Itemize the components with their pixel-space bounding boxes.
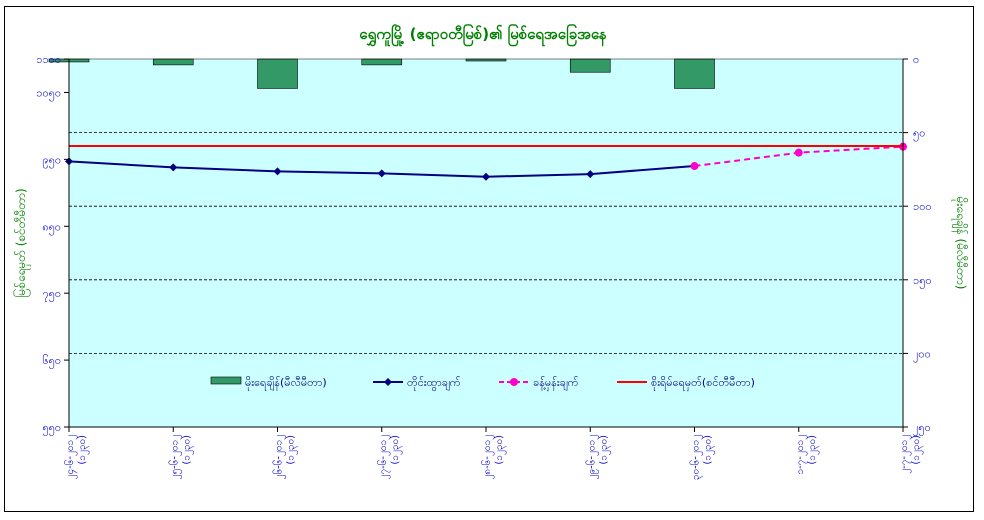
rainfall-bar bbox=[569, 58, 611, 73]
observed-point bbox=[482, 172, 490, 181]
x-tick-label-date: ၂၄-၆-၂၀၁၂ bbox=[63, 435, 78, 480]
series-lines bbox=[65, 142, 907, 181]
x-tick-label-group: ၂၈-၆-၂၀၁၂ (၁၂၃၀) bbox=[480, 435, 507, 480]
x-tick-label-group: ၂၄-၆-၂၀၁၂ (၁၂၃၀) bbox=[63, 435, 90, 480]
x-tick-label-date: ၂၈-၆-၂၀၁၂ bbox=[480, 435, 495, 480]
y-left-tick-label: ၆၅၀ bbox=[42, 354, 61, 369]
legend-marker-forecast bbox=[510, 378, 518, 386]
rainfall-bar bbox=[361, 58, 403, 66]
chart-svg: ရွှေကူမြို့ (ဧရာဝတီမြစ်)၏ မြစ်ရေအခြေအနေ … bbox=[12, 23, 969, 480]
rainfall-bar bbox=[257, 58, 298, 89]
x-tick-label-group: ၂၉-၆-၂၀၁၂ (၁၂၃၀) bbox=[584, 435, 611, 480]
axes: ၅၅၀ ၆၅၀ ၇၅၀ ၈၅၀ ၉၅၀ ၁၀၅၀ ၁၁၀၀ ၀၅၀၁၀၀၁၅၀၂၀၀၂၅၀၂၄… bbox=[36, 53, 931, 480]
legend-label: တိုင်းထွာချက် bbox=[407, 376, 461, 391]
y-left-tick-label: ၅၅၀ bbox=[42, 421, 61, 436]
observed-point bbox=[377, 169, 386, 178]
x-tick-label-group: ၃၀-၆-၂၀၁၂ (၁၂၃၀) bbox=[689, 435, 716, 480]
y-right-tick-label: ၅၀ bbox=[913, 127, 925, 142]
y-axis-right-label: မိုးရေချိန် (မီလီမီတာ) bbox=[951, 197, 969, 290]
x-tick-label-time: (၁၂၃၀) bbox=[494, 435, 507, 465]
y-right-tick-label: ၁၅၀ bbox=[913, 274, 932, 289]
x-tick-label-date: ၂၆-၆-၂၀၁၂ bbox=[272, 435, 287, 480]
y-left-tick-label: ၁၀၅၀ bbox=[36, 86, 61, 101]
x-tick-label-date: ၃၀-၆-၂၀၁၂ bbox=[689, 435, 704, 480]
y-left-tick-label: ၁၁၀၀ bbox=[36, 53, 61, 66]
x-tick-label-time: (၁၂၃၀) bbox=[390, 435, 403, 465]
x-tick-label-time: (၁၂၃၀) bbox=[77, 435, 90, 465]
observed-point bbox=[586, 170, 595, 179]
forecast-point bbox=[690, 162, 699, 171]
x-tick-label-date: ၂၉-၆-၂၀၁၂ bbox=[584, 435, 599, 480]
x-tick-label-group: ၁-၇-၂၀၁၂ (၁၂၃၀) bbox=[795, 435, 820, 475]
x-tick-label-time: (၁၂၃၀) bbox=[181, 435, 194, 465]
y-right-tick-label: ၀ bbox=[913, 53, 919, 66]
forecast-point bbox=[794, 148, 803, 157]
x-tick-label-time: (၁၂၃၀) bbox=[807, 435, 820, 465]
grid-lines bbox=[69, 132, 903, 354]
y-right-tick-label: ၂၀၀ bbox=[913, 347, 931, 362]
legend-swatch-rainfall bbox=[210, 376, 242, 385]
x-tick-label-date: ၂၅-၆-၂၀၁၂ bbox=[167, 435, 182, 480]
legend-marker-observed bbox=[384, 378, 392, 386]
x-tick-label-time: (၁၂၃၀) bbox=[598, 435, 611, 465]
y-right-tick-label: ၂၅၀ bbox=[913, 421, 931, 436]
y-left-tick-label: ၉၅၀ bbox=[42, 153, 61, 168]
x-tick-label-date: ၂-၇-၂၀၁၂ bbox=[899, 435, 912, 474]
observed-point bbox=[273, 167, 282, 176]
y-left-tick-label: ၇၅၀ bbox=[42, 287, 61, 302]
observed-point bbox=[169, 163, 178, 172]
x-tick-label-time: (၁၂၃၀) bbox=[911, 435, 924, 465]
chart-title: ရွှေကူမြို့ (ဧရာဝတီမြစ်)၏ မြစ်ရေအခြေအနေ bbox=[359, 23, 607, 47]
x-tick-label-date: ၂၇-၆-၂၀၁၂ bbox=[376, 435, 391, 480]
plot-area bbox=[69, 59, 903, 427]
y-right-tick-label: ၁၀၀ bbox=[913, 200, 932, 213]
legend: မိုးရေချိန်(မီလီမီတာ) တိုင်းထွာချက် ခန့်မှ… bbox=[210, 376, 755, 391]
rainfall-bar bbox=[152, 58, 194, 66]
x-tick-label-date: ၁-၇-၂၀၁၂ bbox=[795, 435, 808, 475]
legend-label: မိုးရေချိန်(မီလီမီတာ) bbox=[245, 376, 327, 391]
x-tick-label-group: ၂၅-၆-၂၀၁၂ (၁၂၃၀) bbox=[167, 435, 194, 480]
y-axis-left-label: မြစ်ရေမှတ် (စင်တီမီတာ) bbox=[12, 188, 31, 297]
rainfall-bar bbox=[674, 58, 715, 89]
x-tick-label-time: (၁၂၃၀) bbox=[703, 435, 716, 465]
x-tick-label-group: ၂၇-၆-၂၀၁၂ (၁၂၃၀) bbox=[376, 435, 403, 480]
legend-label: ခန့်မှန်းချက် bbox=[533, 376, 579, 391]
y-left-tick-label: ၈၅၀ bbox=[42, 220, 61, 235]
x-tick-label-group: ၂-၇-၂၀၁၂ (၁၂၃၀) bbox=[899, 435, 924, 474]
x-tick-label-group: ၂၆-၆-၂၀၁၂ (၁၂၃၀) bbox=[272, 435, 299, 480]
chart-frame: ရွှေကူမြို့ (ဧရာဝတီမြစ်)၏ မြစ်ရေအခြေအနေ … bbox=[4, 6, 974, 512]
legend-label: စိုးရိမ်ရေမှတ်(စင်တီမီတာ) bbox=[651, 376, 755, 391]
x-tick-label-time: (၁၂၃၀) bbox=[286, 435, 299, 465]
rainfall-bars bbox=[48, 58, 715, 89]
